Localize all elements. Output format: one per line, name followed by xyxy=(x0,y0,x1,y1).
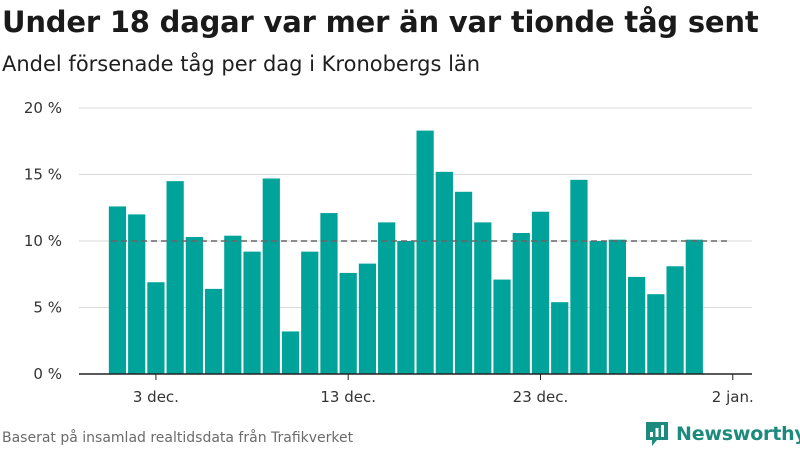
bar xyxy=(628,276,646,374)
bar xyxy=(243,251,261,374)
bar xyxy=(204,288,223,374)
chart-title: Under 18 dagar var mer än var tionde tåg… xyxy=(2,5,759,39)
bar xyxy=(551,302,569,374)
bar xyxy=(224,235,242,374)
bar xyxy=(262,178,280,374)
bar xyxy=(281,331,300,374)
y-tick-label: 10 % xyxy=(24,232,62,250)
source-note: Baserat på insamlad realtidsdata från Tr… xyxy=(2,430,354,446)
axes: 0 % 5 % 10 % 15 % 20 % 3 dec. 13 dec. 23 dec. 2 … xyxy=(24,99,754,406)
bar xyxy=(512,233,530,374)
bar xyxy=(416,130,434,374)
y-tick-label: 5 % xyxy=(33,299,62,317)
bar xyxy=(666,266,684,374)
y-tick-label: 20 % xyxy=(24,99,62,117)
y-tick-label: 15 % xyxy=(24,166,62,184)
bar xyxy=(397,241,415,374)
x-tick-label: 3 dec. xyxy=(133,388,179,406)
bar xyxy=(128,214,146,374)
bar xyxy=(166,181,184,374)
bar xyxy=(531,211,550,374)
bars xyxy=(108,130,703,374)
x-tick-label: 13 dec. xyxy=(320,388,376,406)
bar xyxy=(378,222,396,374)
bar xyxy=(608,239,627,374)
bar xyxy=(147,282,165,374)
brand-logo[interactable]: Newsworthy xyxy=(644,419,800,449)
bar xyxy=(435,171,453,374)
bar xyxy=(301,251,319,374)
newsworthy-logo-icon xyxy=(644,420,670,448)
bar xyxy=(570,179,588,374)
bar xyxy=(685,239,703,374)
bar xyxy=(320,213,338,374)
x-tick-label: 23 dec. xyxy=(513,388,569,406)
bar xyxy=(108,206,127,374)
bar xyxy=(454,191,473,374)
bar xyxy=(358,263,377,374)
x-tick-label: 2 jan. xyxy=(712,388,754,406)
bar xyxy=(474,222,492,374)
bar xyxy=(339,272,357,374)
y-tick-label: 0 % xyxy=(33,365,62,383)
bar xyxy=(493,279,511,374)
bar xyxy=(589,241,607,374)
bar xyxy=(647,294,665,374)
brand-name: Newsworthy xyxy=(676,423,800,445)
bar-chart: 0 % 5 % 10 % 15 % 20 % 3 dec. 13 dec. 23 dec. 2 … xyxy=(24,99,754,406)
chart-subtitle: Andel försenade tåg per dag i Kronobergs… xyxy=(2,52,481,76)
bar xyxy=(185,237,203,374)
